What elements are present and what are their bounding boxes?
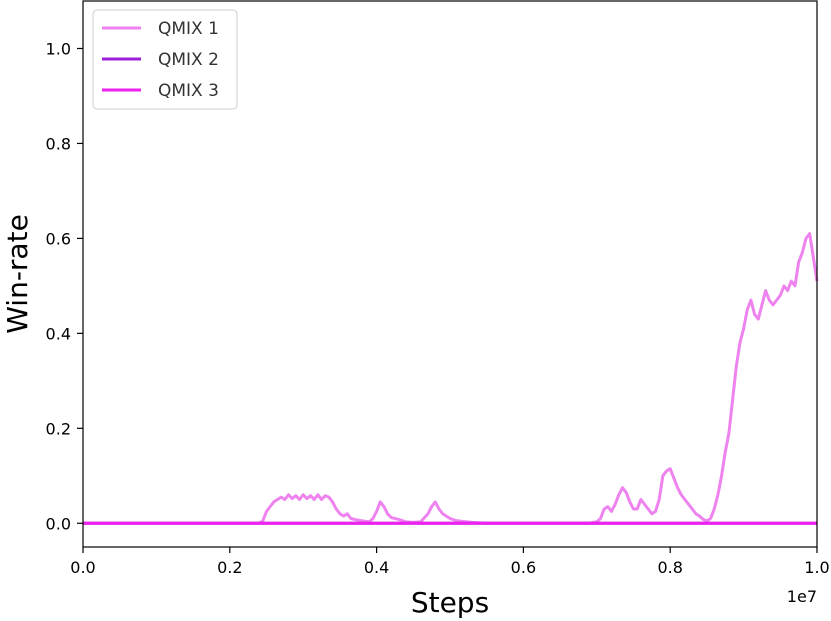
- legend-label: QMIX 3: [158, 81, 219, 101]
- y-tick-label: 0.0: [46, 514, 71, 533]
- plot-frame: [82, 0, 818, 548]
- x-tick-label: 0.6: [511, 558, 536, 577]
- legend-box: [92, 9, 238, 110]
- x-offset-label: 1e7: [787, 587, 817, 606]
- series-line-qmix-1: [83, 232, 819, 525]
- y-tick-label: 0.8: [46, 134, 71, 153]
- legend-label: QMIX 1: [158, 19, 219, 39]
- x-tick-label: 1.0: [804, 558, 829, 577]
- y-tick-label: 1.0: [46, 39, 71, 58]
- legend: QMIX 1 QMIX 2 QMIX 3: [92, 9, 238, 110]
- series-layer: [83, 232, 819, 525]
- x-axis: 0.0 0.2 0.4 0.6 0.8 1.0: [70, 547, 830, 577]
- x-tick-label: 0.8: [657, 558, 682, 577]
- y-tick-label: 0.4: [46, 324, 71, 343]
- x-tick-label: 0.2: [217, 558, 242, 577]
- legend-label: QMIX 2: [158, 50, 219, 70]
- y-axis: 0.0 0.2 0.4 0.6 0.8 1.0: [46, 39, 83, 533]
- y-tick-label: 0.6: [46, 229, 71, 248]
- y-tick-label: 0.2: [46, 419, 71, 438]
- x-tick-label: 0.4: [364, 558, 389, 577]
- x-axis-title: Steps: [411, 586, 489, 619]
- x-tick-label: 0.0: [70, 558, 95, 577]
- y-axis-title: Win-rate: [1, 214, 34, 334]
